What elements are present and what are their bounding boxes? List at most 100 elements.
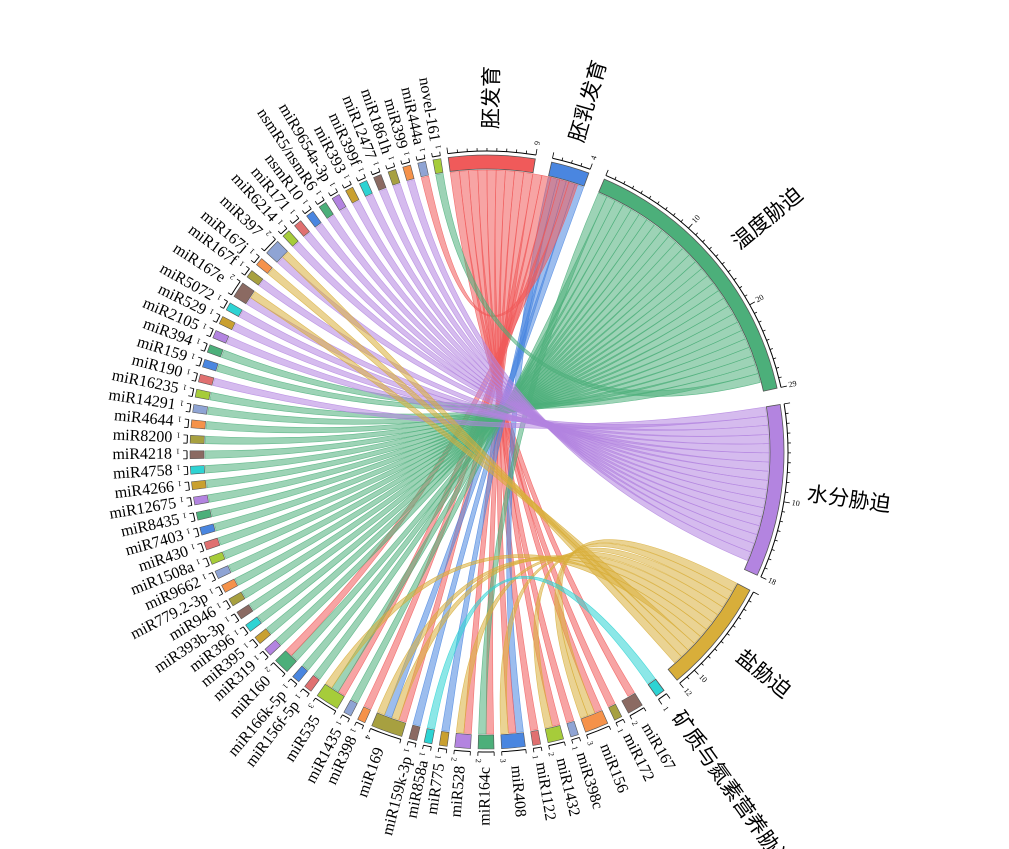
axis-miR1435 [342,714,350,720]
axis-miR169 [370,728,402,740]
tick-label: 10 [697,672,709,684]
sector-miR159 [202,358,219,372]
mirna-label: miR1122 [532,761,559,822]
tick [363,173,366,178]
tick [197,542,202,545]
tick [249,638,253,643]
tick [701,663,704,666]
tick-label: 29 [788,379,798,390]
tick [378,167,381,172]
sector-矿质与氮素营养胁迫 [647,678,665,697]
axis-miR1122 [533,746,542,749]
tick [629,715,633,720]
count-label: 1 [356,166,366,173]
sector-miR396 [245,616,262,632]
tick [739,286,743,289]
tick [532,748,535,753]
axis-miR16235 [191,388,195,397]
tick [193,371,198,374]
tick [328,192,331,197]
tick [264,656,269,661]
tick [615,722,619,727]
axis-miR398 [356,721,364,726]
tick [186,402,191,405]
tick [368,728,371,733]
tick [733,277,737,281]
tick [312,697,316,702]
ribbon-miR858a [426,576,656,730]
count-label: 1 [570,745,580,751]
sector-miR8435 [195,509,212,521]
mirna-label: miR169 [354,745,387,799]
axis-水分胁迫 [760,403,789,578]
count-label: 1 [433,754,443,759]
sector-miR12675 [193,494,209,506]
tick [771,549,775,551]
tick [608,725,612,730]
tick [540,746,543,752]
sector-miR160 [275,650,297,673]
axis-miR9662 [211,572,217,581]
tick [212,320,217,323]
sector-miR7403 [199,523,216,536]
sector-miR1508a [208,551,226,565]
count-label: 1 [328,180,338,188]
count-label: 1 [288,207,298,216]
tick [707,655,711,659]
sector-miR2105 [212,330,230,344]
sector-miR4218 [189,450,205,460]
count-label: 2 [474,759,483,763]
tick-label: 9 [532,140,542,145]
sector-nsmR10 [306,210,322,228]
tick [230,613,235,617]
sector-miR167j [256,258,273,274]
ribbon-miR397 [282,251,682,664]
count-label: 1 [301,198,311,207]
tick [406,741,409,746]
tick [643,707,647,712]
sector-miR946 [228,591,246,607]
tick [235,620,240,624]
tick [446,147,449,154]
tick-label: 4 [589,154,599,161]
tick [779,520,783,523]
tick [727,269,731,273]
count-label: 1 [190,542,197,552]
axis-miR167j [253,256,260,264]
count-label: 1 [252,653,261,662]
sector-miR408 [500,732,526,749]
tick [749,301,756,306]
sector-miR529 [218,316,236,331]
tick [715,254,719,257]
sector-miR156 [580,710,609,733]
count-label: 1 [238,259,247,269]
tick [623,180,626,185]
count-label: 1 [281,682,290,691]
count-label: 1 [215,293,223,303]
ribbon-miR444a [420,175,578,317]
tick [283,225,288,229]
tick [552,152,555,159]
axis-miR779.2-3p [218,586,224,595]
tick [783,501,790,504]
tick-label: 12 [682,686,694,698]
tick [227,292,232,296]
count-label: 3 [498,758,507,762]
tick [760,576,767,580]
tick [335,188,338,193]
tick [571,160,573,164]
tick [244,632,249,637]
tick [200,349,205,352]
axis-miR1432 [548,741,565,747]
axis-miR394 [203,343,208,352]
tick [289,220,293,224]
axis-miR408 [501,748,526,753]
tick [321,196,325,201]
count-label: 1 [371,160,381,167]
tick [781,511,786,513]
tick [721,261,725,265]
tick [399,739,402,744]
tick [743,608,747,612]
sector-miR164c [477,734,495,750]
count-label: 1 [334,719,344,727]
